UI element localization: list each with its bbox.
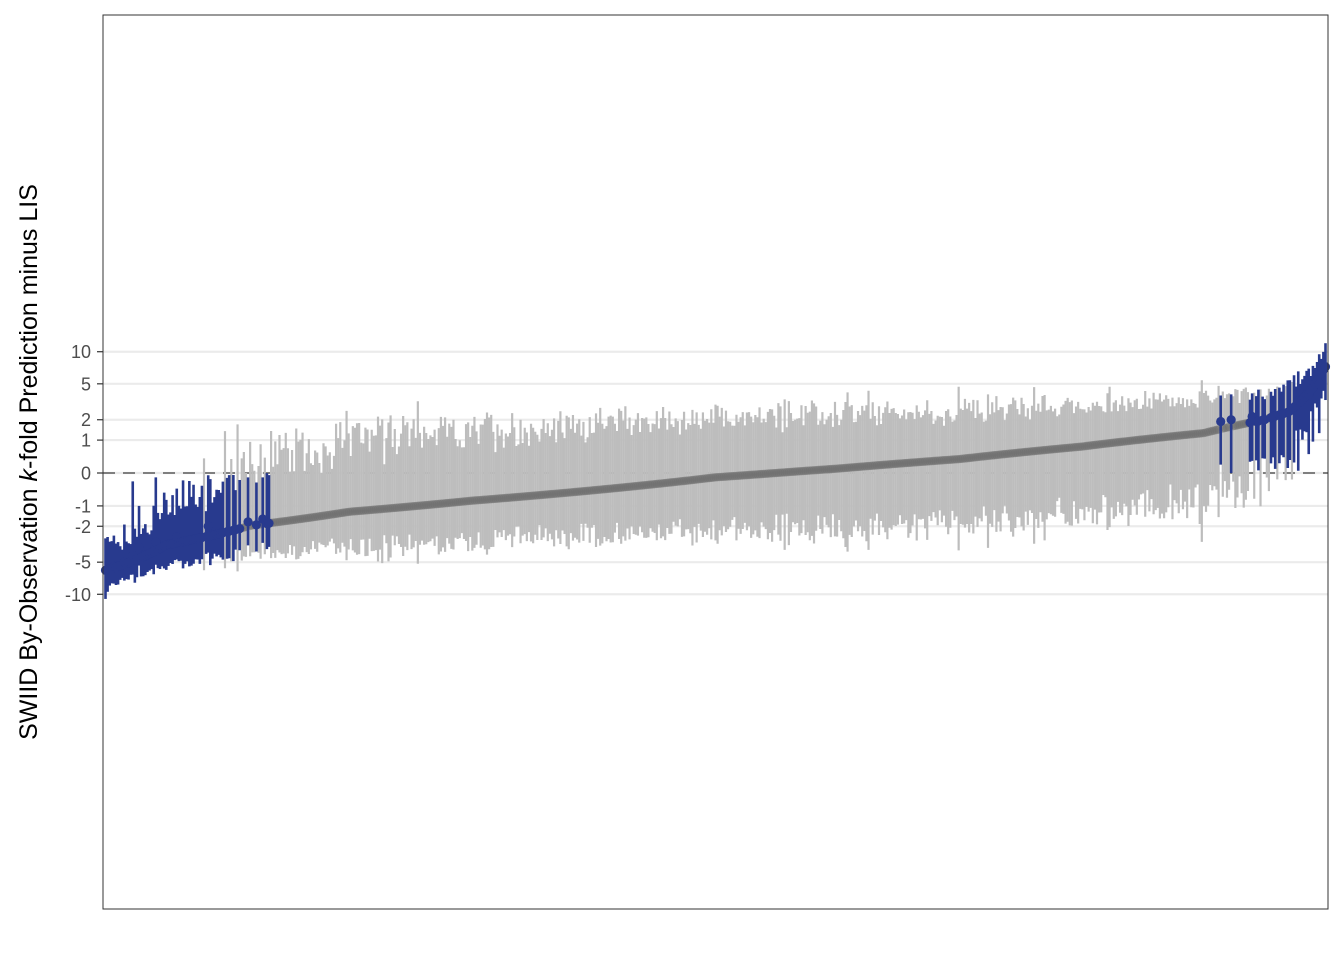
estimate-points-outside [100, 362, 1331, 575]
estimate-point [1226, 415, 1236, 425]
y-axis-ticks [97, 351, 103, 595]
estimate-point [243, 517, 253, 527]
estimate-point [251, 520, 262, 530]
y-tick-label: -10 [65, 585, 91, 605]
estimate-point [1314, 379, 1324, 389]
y-axis-title-italic: k [15, 467, 43, 481]
y-tick-label: -2 [75, 517, 91, 537]
estimate-point [1216, 416, 1226, 427]
y-tick-label: 0 [81, 464, 91, 484]
estimate-point [264, 518, 274, 528]
y-tick-label: -1 [75, 496, 91, 516]
y-tick-label: 1 [81, 431, 91, 451]
y-axis-title-prefix: SWIID By-Observation [15, 481, 43, 739]
y-tick-label: 5 [81, 374, 91, 394]
y-axis-title-suffix: -fold Prediction minus LIS [15, 184, 43, 469]
estimate-points-inside [199, 404, 1297, 542]
estimate-point [134, 542, 144, 552]
y-axis-title: SWIID By-Observation k-fold Prediction m… [15, 184, 43, 740]
y-tick-label: -5 [75, 553, 91, 573]
estimate-point [203, 521, 213, 531]
y-tick-label: 10 [71, 342, 91, 362]
estimate-point [235, 524, 245, 534]
panel-border [102, 14, 1329, 910]
estimate-point [1320, 362, 1331, 372]
y-tick-label: 2 [81, 410, 91, 430]
